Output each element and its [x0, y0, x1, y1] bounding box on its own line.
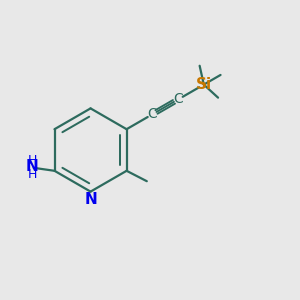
Text: N: N	[84, 191, 97, 206]
Text: H: H	[28, 154, 37, 167]
Text: H: H	[28, 168, 37, 181]
Text: C: C	[148, 107, 157, 121]
Text: C: C	[173, 92, 183, 106]
Text: Si: Si	[196, 77, 212, 92]
Text: N: N	[26, 159, 39, 174]
